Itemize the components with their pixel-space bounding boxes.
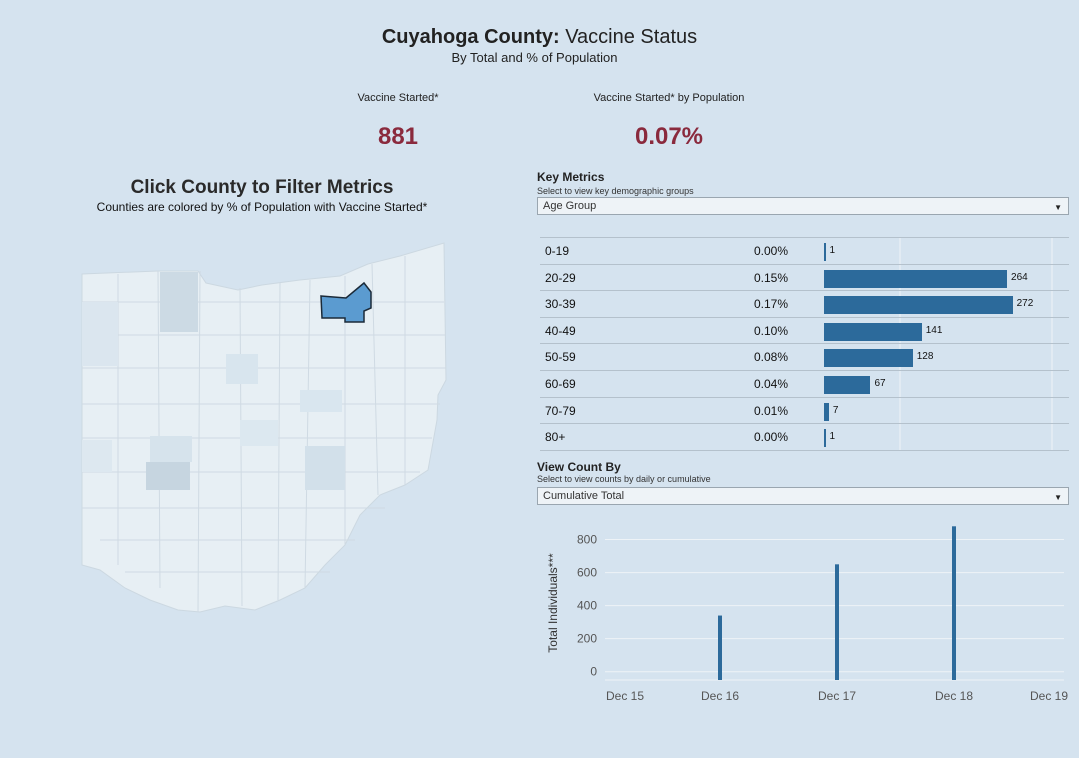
cumulative-bar[interactable] xyxy=(718,615,722,680)
table-row[interactable]: 40-49 0.10% 141 xyxy=(540,316,1069,344)
title-rest: Vaccine Status xyxy=(559,26,698,48)
key-metrics-dropdown[interactable]: Age Group ▼ xyxy=(537,197,1069,215)
row-age-label: 70-79 xyxy=(545,403,576,418)
row-age-label: 20-29 xyxy=(545,270,576,285)
age-bar[interactable] xyxy=(824,322,922,341)
row-percent-label: 0.17% xyxy=(754,297,789,312)
bar-value-label: 272 xyxy=(1016,298,1034,310)
y-tick-label: 600 xyxy=(577,566,597,580)
row-age-label: 0-19 xyxy=(545,244,570,258)
x-tick-label: Dec 19 xyxy=(1030,689,1068,703)
title-county: Cuyahoga County: xyxy=(381,26,560,48)
age-bar[interactable] xyxy=(824,402,829,421)
bar-value-label: 1 xyxy=(829,245,836,256)
key-metrics-dropdown-value: Age Group xyxy=(543,200,597,212)
y-tick-label: 400 xyxy=(577,599,597,613)
bar-value-label: 7 xyxy=(832,404,839,416)
cumulative-bar[interactable] xyxy=(952,526,956,680)
row-age-label: 60-69 xyxy=(545,377,576,391)
bar-value-label: 1 xyxy=(829,431,836,443)
row-percent-label: 0.01% xyxy=(754,403,789,418)
table-row[interactable]: 70-79 0.01% 7 xyxy=(540,396,1069,424)
table-row[interactable]: 80+ 0.00% 1 xyxy=(540,423,1069,450)
age-bar[interactable] xyxy=(824,376,871,394)
row-age-label: 40-49 xyxy=(545,323,576,338)
kpi-vaccine-started-value: 881 xyxy=(377,123,419,150)
shaded-counties xyxy=(82,272,345,490)
bar-value-label: 67 xyxy=(874,378,886,389)
table-row[interactable]: 50-59 0.08% 128 xyxy=(540,343,1069,370)
x-tick-label: Dec 15 xyxy=(606,689,644,703)
y-tick-label: 200 xyxy=(577,632,597,646)
y-tick-label: 800 xyxy=(577,533,597,547)
row-age-label: 50-59 xyxy=(545,350,576,365)
row-percent-label: 0.08% xyxy=(754,350,789,365)
map-title: Click County to Filter Metrics xyxy=(130,177,394,198)
key-metrics-title: Key Metrics xyxy=(537,170,605,184)
cumulative-bar[interactable] xyxy=(835,564,839,680)
chevron-down-icon: ▼ xyxy=(1054,493,1062,502)
age-bar[interactable] xyxy=(824,429,826,448)
view-count-dropdown-value: Cumulative Total xyxy=(543,490,625,502)
row-percent-label: 0.00% xyxy=(754,430,789,445)
map-subtitle: Counties are colored by % of Population … xyxy=(96,200,428,214)
cumulative-count-chart: 0 200 400 600 800 Dec 15 Dec 16 Dec 17 Dec 18 Dec… xyxy=(546,526,1068,703)
ohio-county-map[interactable] xyxy=(0,0,520,640)
bar-value-label: 264 xyxy=(1011,271,1028,283)
bar-value-label: 128 xyxy=(916,351,934,363)
bar-value-label: 141 xyxy=(925,324,943,336)
x-tick-label: Dec 17 xyxy=(818,689,856,703)
row-age-label: 80+ xyxy=(545,430,566,445)
row-percent-label: 0.00% xyxy=(754,244,789,258)
table-row[interactable]: 0-19 0.00% 1 xyxy=(540,237,1069,264)
dashboard-subtitle: By Total and % of Population xyxy=(451,50,618,65)
view-count-title: View Count By xyxy=(537,460,621,474)
row-percent-label: 0.10% xyxy=(754,323,789,338)
view-count-dropdown[interactable]: Cumulative Total ▼ xyxy=(537,487,1069,505)
age-bar[interactable] xyxy=(824,243,826,261)
age-bar[interactable] xyxy=(824,296,1013,315)
kpi-vaccine-started-label: Vaccine Started* xyxy=(357,92,439,104)
row-percent-label: 0.04% xyxy=(754,377,789,391)
y-axis-label: Total Individuals*** xyxy=(546,553,560,653)
row-age-label: 30-39 xyxy=(545,297,576,312)
table-bottom-border xyxy=(540,449,1069,451)
dashboard-title: Cuyahoga County: Vaccine Status xyxy=(0,26,1079,49)
x-tick-label: Dec 16 xyxy=(701,689,739,703)
table-row[interactable]: 60-69 0.04% 67 xyxy=(540,370,1069,397)
view-count-subtitle: Select to view counts by daily or cumula… xyxy=(537,474,711,484)
key-metrics-subtitle: Select to view key demographic groups xyxy=(537,186,694,196)
kpi-population-label: Vaccine Started* by Population xyxy=(593,92,745,104)
chevron-down-icon: ▼ xyxy=(1054,203,1062,212)
x-tick-label: Dec 18 xyxy=(935,689,973,703)
age-bar[interactable] xyxy=(824,349,913,368)
table-row[interactable]: 30-39 0.17% 272 xyxy=(540,290,1069,317)
cuyahoga-county-selected[interactable] xyxy=(320,281,372,323)
county-grid xyxy=(82,256,446,613)
y-tick-label: 0 xyxy=(590,665,597,679)
row-percent-label: 0.15% xyxy=(754,270,789,285)
age-bar[interactable] xyxy=(824,269,1008,288)
table-row[interactable]: 20-29 0.15% 264 xyxy=(540,263,1069,291)
kpi-population-value: 0.07% xyxy=(634,123,704,150)
